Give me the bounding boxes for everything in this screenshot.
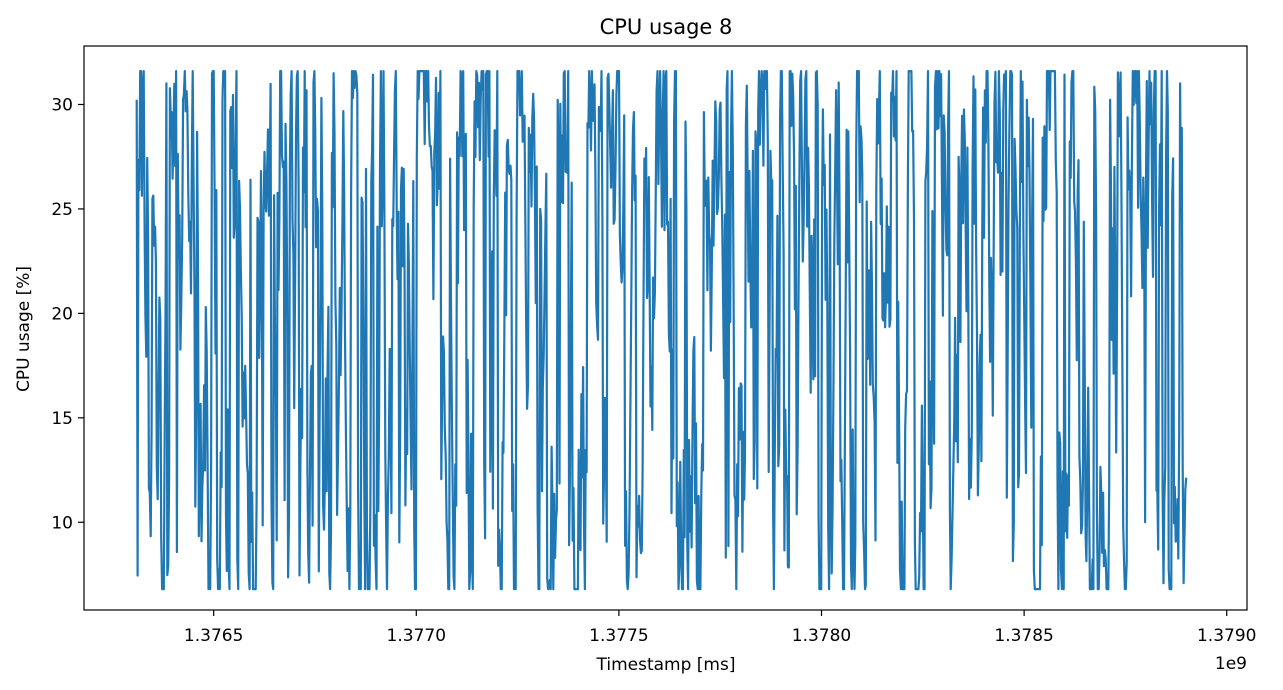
x-tick-label: 1.3780 [792,626,851,646]
x-tick-label: 1.3790 [1197,626,1256,646]
y-tick-label: 15 [51,409,73,429]
y-tick-label: 20 [51,304,73,324]
chart-title: CPU usage 8 [600,15,733,39]
x-tick-label: 1.3770 [387,626,446,646]
x-axis: 1.3765 1.3770 1.3775 1.3780 1.3785 1.3790 [184,610,1256,646]
x-tick-label: 1.3765 [184,626,243,646]
plot-area [135,70,1188,591]
y-axis: 10 15 20 25 30 [51,95,84,533]
x-axis-offset-label: 1e9 [1215,654,1247,674]
series-line-cpu-usage [135,70,1188,591]
y-tick-label: 30 [51,95,73,115]
y-axis-title: CPU usage [%] [14,266,34,392]
x-tick-label: 1.3775 [589,626,648,646]
y-tick-label: 25 [51,200,73,220]
x-tick-label: 1.3785 [994,626,1053,646]
plot-frame [83,45,1248,611]
y-tick-label: 10 [51,513,73,533]
x-axis-title: Timestamp [ms] [596,655,736,675]
